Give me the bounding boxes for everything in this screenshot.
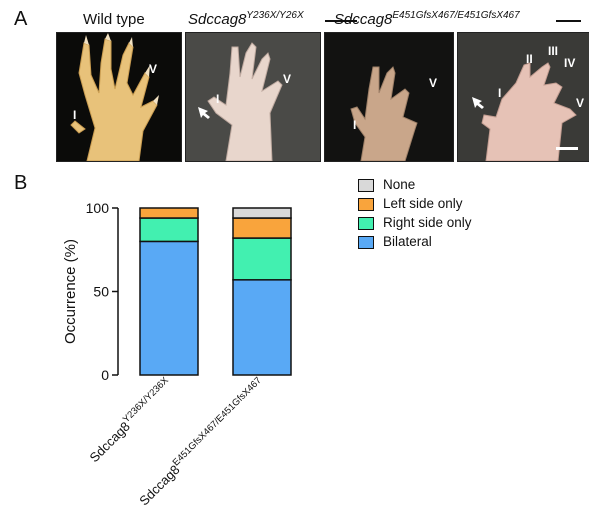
bar-segment-bilateral <box>139 240 199 376</box>
legend-label-left-side-only: Left side only <box>383 196 463 211</box>
wild-type-title: Wild type <box>83 11 145 28</box>
bar-segment-bilateral <box>232 279 292 376</box>
mutant1-gene: Sdccag8 <box>188 11 247 28</box>
mutant1-title: Sdccag8Y236X/Y26X <box>188 10 304 28</box>
mutant2-gene: Sdccag8 <box>334 11 393 28</box>
digit-label-i: I <box>216 92 219 106</box>
scale-bar <box>556 147 578 150</box>
wild-type-paw-image: I V <box>70 33 159 161</box>
y-axis-label: Occurrence (%) <box>62 239 79 344</box>
mutant2-paw-image: I V <box>350 66 437 161</box>
arrow-icon <box>472 97 484 109</box>
mutant1-genotype: Y236X/Y26X <box>246 10 304 21</box>
digit-label-v: V <box>429 76 437 90</box>
y-tick-label: 100 <box>86 200 110 216</box>
digit-label-v: V <box>576 96 584 110</box>
digit-label-i: I <box>73 108 76 122</box>
digit-label-v: V <box>283 72 291 86</box>
wild-type-paw-photo: I V <box>56 32 182 162</box>
y-tick-label: 50 <box>93 284 109 300</box>
bar-segment-left-side-only <box>139 207 199 219</box>
mutant2-genotype: E451GfsX467/E451GfsX467 <box>392 10 520 21</box>
legend-label-right-side-only: Right side only <box>383 215 472 230</box>
digit-label-iv: IV <box>564 56 575 70</box>
mutant2-polydactyly-paw-photo: I II III IV V <box>457 32 589 162</box>
legend-label-bilateral: Bilateral <box>383 234 432 249</box>
digit-label-i: I <box>353 118 356 132</box>
digit-label-ii: II <box>526 52 533 66</box>
genotype-rule-right <box>556 20 581 22</box>
legend-swatch-bilateral <box>358 236 374 249</box>
bar-segment-right-side-only <box>232 237 292 281</box>
digit-label-iii: III <box>548 44 558 58</box>
panel-label-b: B <box>14 172 28 194</box>
legend-label-none: None <box>383 177 416 192</box>
mutant1-paw-photo: I V <box>185 32 321 162</box>
mutant2-paw-photo: I V <box>324 32 454 162</box>
legend-swatch-none <box>358 179 374 192</box>
y-tick-label: 0 <box>101 367 109 383</box>
x-tick-label-1: Sdccag8Y236X/Y236X <box>85 375 175 465</box>
mutant2-title: Sdccag8E451GfsX467/E451GfsX467 <box>334 10 520 28</box>
panel-label-a: A <box>14 8 28 30</box>
bar-segment-left-side-only <box>232 217 292 239</box>
legend-swatch-left-side-only <box>358 198 374 211</box>
digit-label-i: I <box>498 86 501 100</box>
mutant1-paw-image: I V <box>186 33 320 161</box>
bar-segment-none <box>232 207 292 219</box>
digit-label-v: V <box>149 62 157 76</box>
genotype-rule-left <box>325 20 357 22</box>
legend-swatch-right-side-only <box>358 217 374 230</box>
bar-segment-right-side-only <box>139 217 199 243</box>
arrow-icon <box>198 107 210 119</box>
mutant2-polydactyly-paw-image: I II III IV V <box>458 33 589 161</box>
